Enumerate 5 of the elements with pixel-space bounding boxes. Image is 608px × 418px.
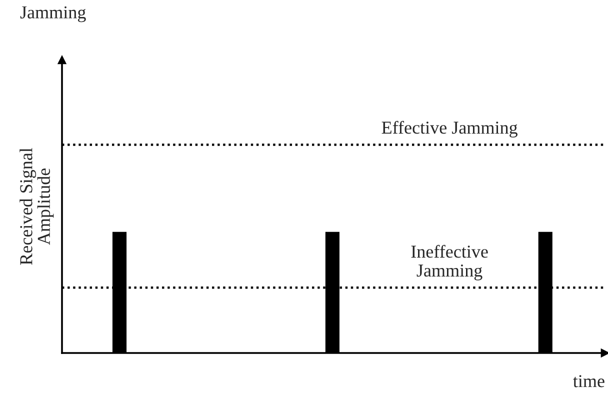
ref-line-label: Ineffective Jamming xyxy=(411,244,488,280)
chart-title: Jamming xyxy=(20,6,86,22)
y-axis-title: Received Signal Amplitude xyxy=(20,148,54,265)
x-axis-title: time xyxy=(573,375,604,388)
ref-line-label: Effective Jamming xyxy=(382,120,518,138)
